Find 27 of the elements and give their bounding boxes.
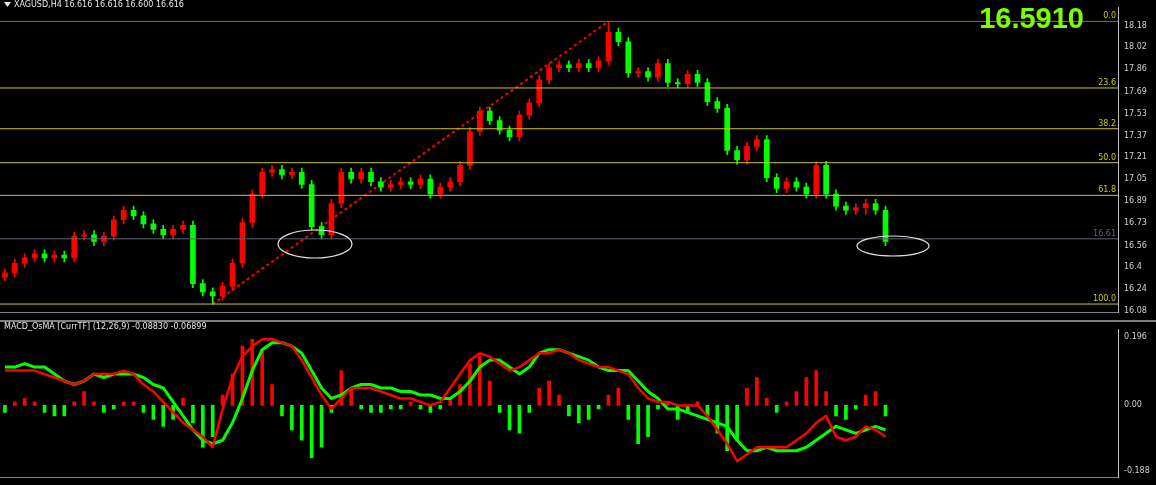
y-tick-label: 16.4 [1124,262,1142,272]
annotation: 61.8 [1098,185,1116,195]
annotation: 0.0 [1103,11,1116,21]
y-tick-label: 17.53 [1124,108,1147,118]
chart-title: MACD_OsMA [CurrTF] (12,26,9) -0.08830 -0.06899 [4,322,207,331]
y-tick-label: 16.73 [1124,217,1147,227]
y-tick-label: 17.21 [1124,152,1147,162]
y-tick-label: 17.69 [1124,87,1147,97]
y-tick-label: 18.18 [1124,20,1147,30]
y-tick-label: 17.37 [1124,130,1147,140]
annotation: 50.0 [1098,152,1116,162]
annotation: 38.2 [1098,118,1116,128]
y-tick-label: 18.02 [1124,42,1147,52]
y-tick-label: 16.24 [1124,284,1147,294]
annotation: 100.0 [1093,294,1116,304]
y-tick-label: -0.188 [1124,466,1150,476]
ref-line-label: 16.61 [1093,228,1116,238]
y-tick-label: 16.89 [1124,195,1147,205]
chart-title: XAGUSD,H4 16.616 16.616 16.600 16.616 [14,0,184,9]
y-tick-label: 17.05 [1124,174,1147,184]
y-tick-label: 0.196 [1124,332,1147,342]
y-tick-label: 17.86 [1124,64,1147,74]
y-tick-label: 0.00 [1124,400,1142,410]
y-tick-label: 16.08 [1124,305,1147,315]
y-tick-label: 16.56 [1124,240,1147,250]
annotation: 16.5910 [979,2,1084,35]
annotation: 23.6 [1098,78,1116,88]
